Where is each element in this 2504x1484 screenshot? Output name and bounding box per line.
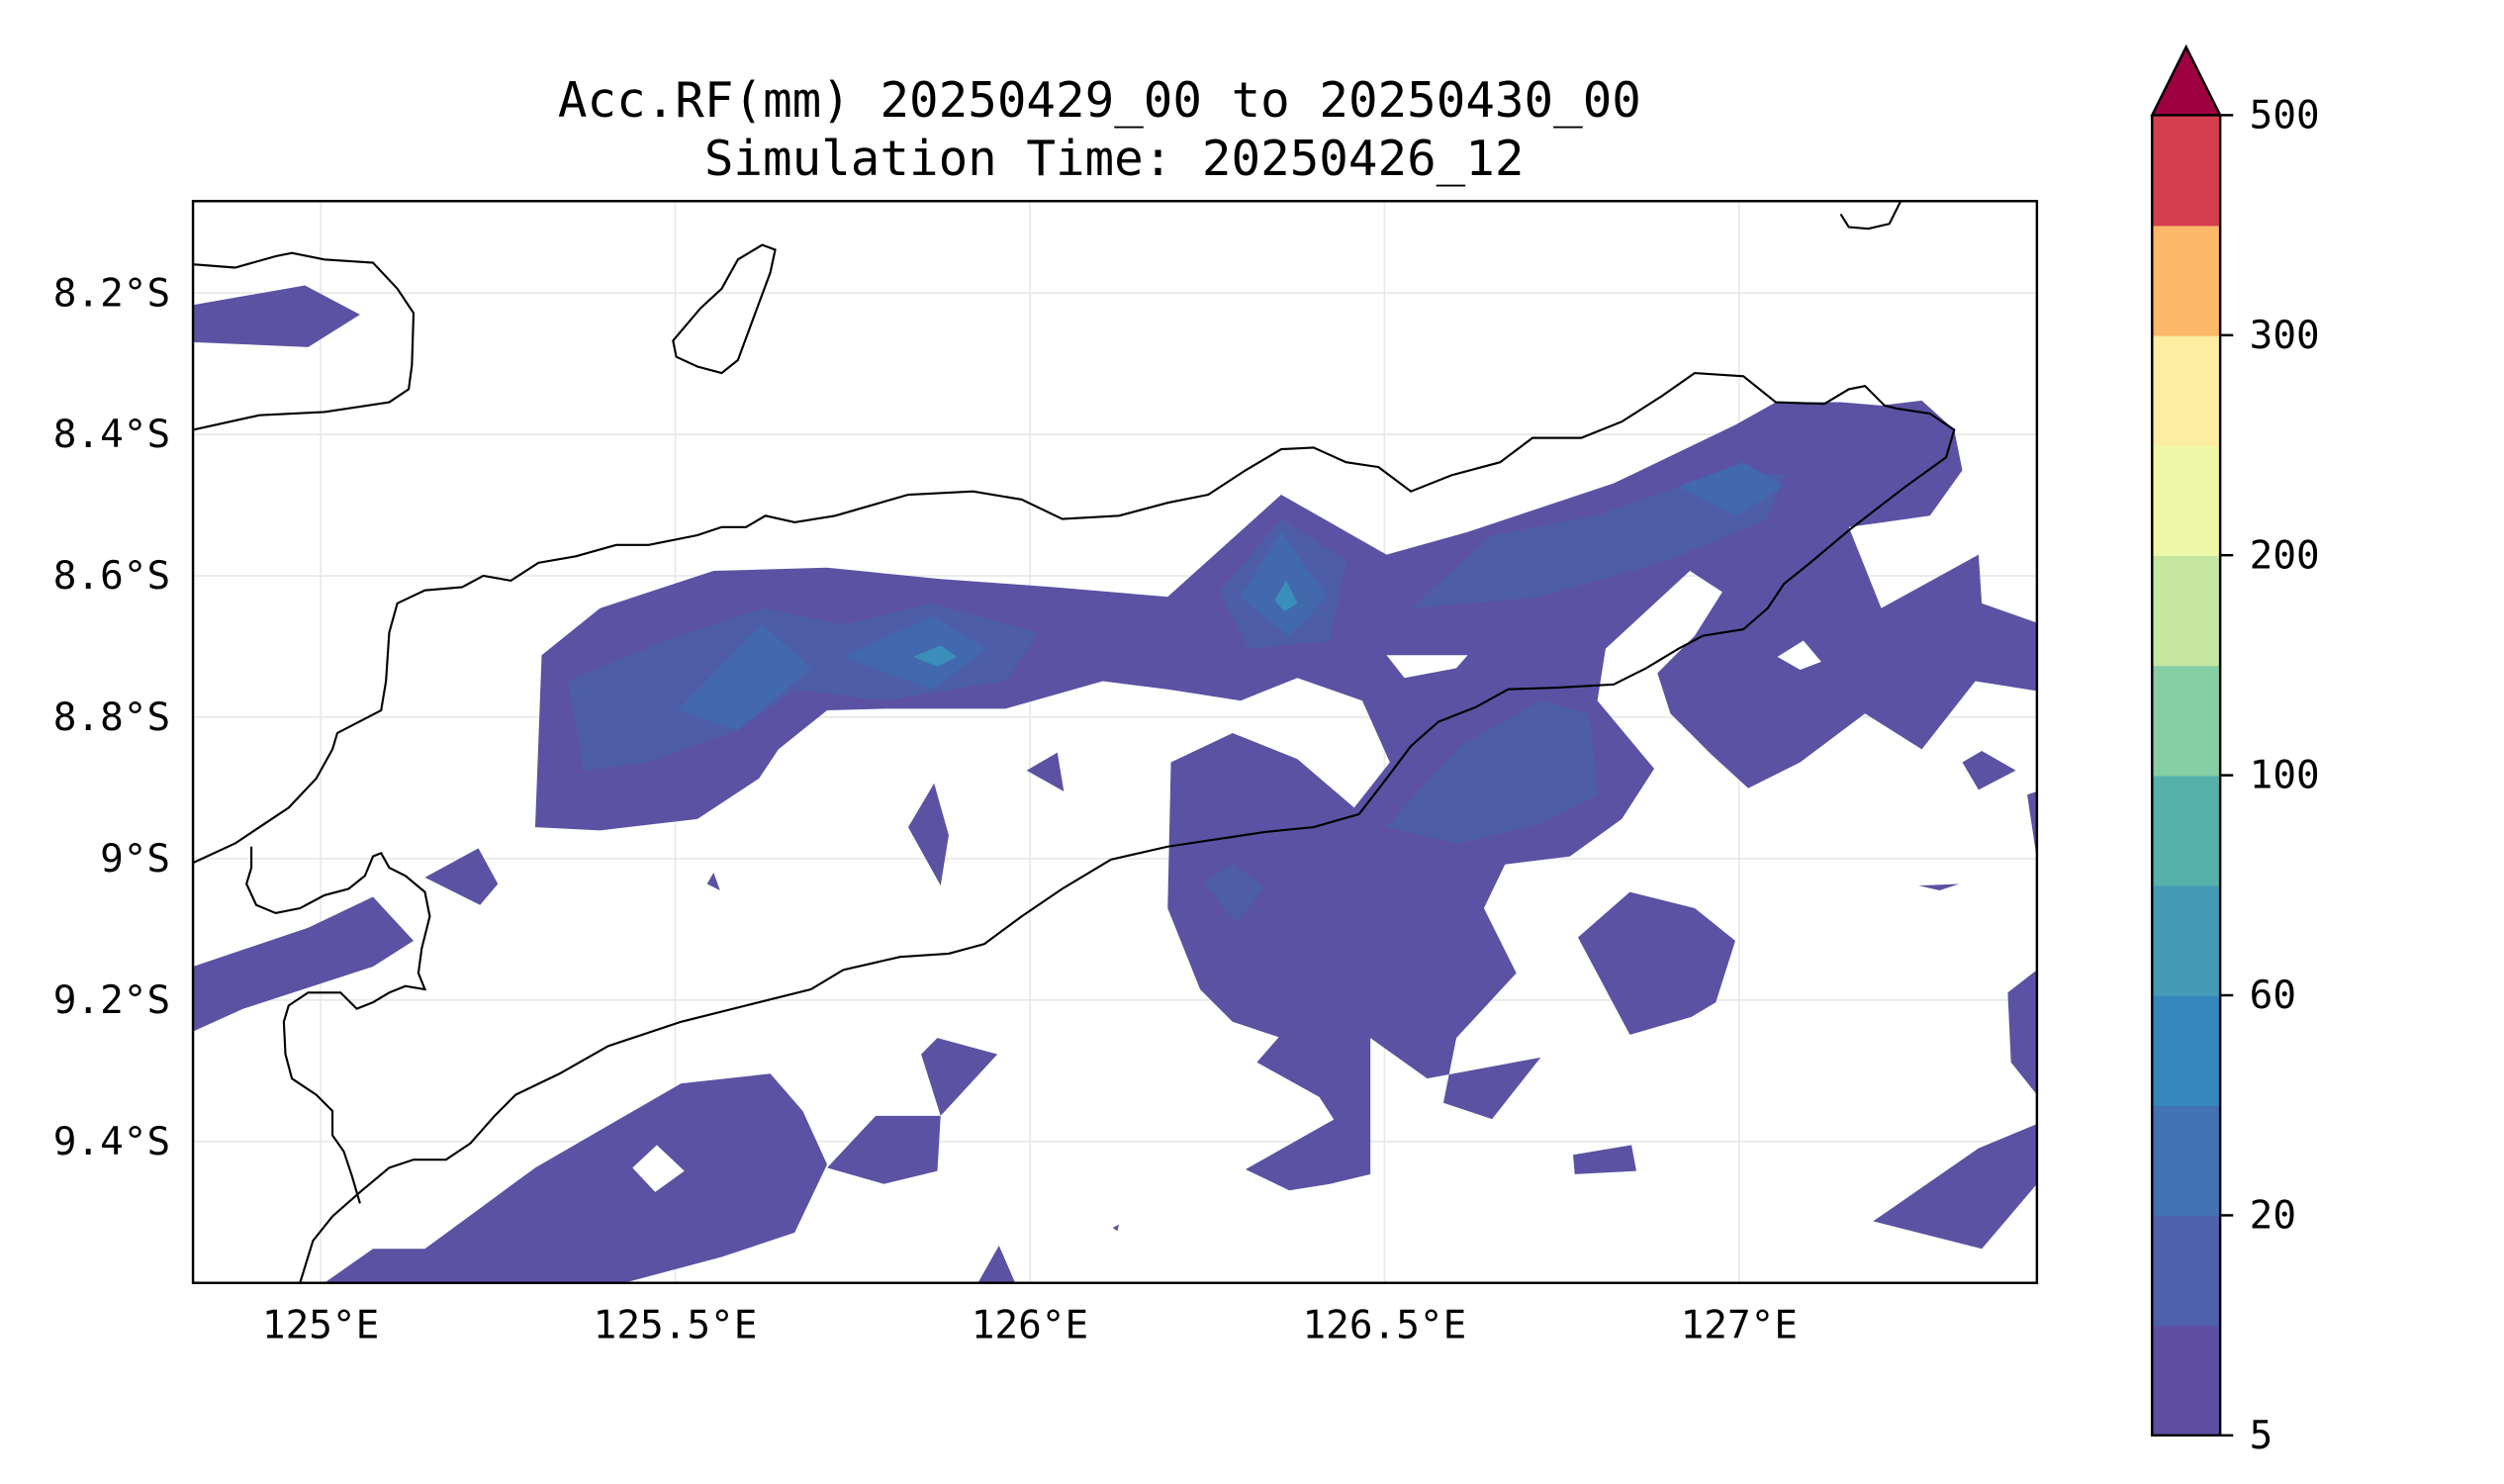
rain-contour [1962,751,2016,790]
rain-contour [706,872,720,890]
longitude-ticks: 125°E 125.5°E 126°E 126.5°E 127°E [262,1302,1798,1347]
colorbar-tick-label: 20 [2250,1193,2296,1239]
lon-tick-label: 126°E [972,1302,1088,1347]
rain-contour [534,400,2037,1144]
lat-tick-label: 8.4°S [53,412,170,457]
rain-contour [1203,863,1265,922]
rain-gap [1386,655,1468,679]
rain-contour [912,645,958,667]
rain-contour [1256,1025,1371,1120]
lon-tick-label: 125.5°E [594,1302,758,1347]
rain-contour [827,1115,941,1184]
title-line-2: Simulation Time: 20250426_12 [704,130,1525,187]
coastline-west-timor [245,846,431,1204]
lon-tick-label: 125°E [262,1302,379,1347]
rain-contour [324,1073,828,1283]
rain-contour [1918,883,1960,890]
rain-contour [1873,1124,2037,1250]
rainfall-fill-layer [193,285,2037,1283]
coastline-atauro [672,243,777,375]
map-panel: 125°E 125.5°E 126°E 126.5°E 127°E 8.2°S 8.4°S… [53,200,2039,1347]
colorbar: 5 20 60 100 200 300 500 [2150,44,2320,1458]
colorbar-segment [2152,555,2221,667]
coastlines [193,201,1956,1283]
rain-contour [1386,700,1598,844]
colorbar-segment [2152,775,2221,886]
lat-tick-label: 8.8°S [53,695,170,740]
colorbar-tick-label: 5 [2250,1413,2273,1458]
rain-gap [1777,640,1821,671]
rain-contour [977,1246,1016,1283]
lat-tick-label: 9.2°S [53,977,170,1023]
rain-contour [1573,1145,1637,1174]
rain-contour [2027,791,2037,860]
rain-contour [1577,891,1735,1035]
coastline-northern-islet [1839,201,1902,231]
latitude-ticks: 8.2°S 8.4°S 8.6°S 8.8°S 9°S 9.2°S 9.4°S [53,270,170,1164]
colorbar-tick-label: 300 [2250,313,2320,358]
lon-tick-label: 127°E [1681,1302,1798,1347]
colorbar-tick-label: 100 [2250,753,2320,798]
lon-tick-label: 126.5°E [1303,1302,1467,1347]
rain-contour [1112,1224,1120,1232]
rain-gap [632,1145,685,1192]
rain-contour [2007,970,2037,1095]
colorbar-tick-label: 60 [2250,973,2296,1018]
rain-contour [1241,531,1327,636]
rain-contour [921,1038,998,1116]
rain-contour [193,896,415,1032]
colorbar-segment [2152,1215,2221,1327]
colorbar-extend-arrow [2150,44,2223,117]
rain-contour [1411,473,1785,608]
colorbar-segment [2152,334,2221,446]
colorbar-segment [2152,1105,2221,1217]
colorbar-segment [2152,445,2221,557]
colorbar-segment [2152,665,2221,777]
title-line-1: Acc.RF(mm) 20250429_00 to 20250430_00 [558,71,1641,129]
rain-contour [1245,1112,1371,1191]
rain-contour [1274,580,1298,612]
colorbar-tick-label: 200 [2250,532,2320,578]
coastline-timor-north [193,371,1956,1283]
rain-contour [907,783,949,886]
map-frame [191,200,2039,1284]
colorbar-segment [2152,884,2221,996]
rain-contour [193,285,360,347]
lat-tick-label: 8.2°S [53,270,170,316]
colorbar-segment [2152,1325,2221,1437]
rain-contour [424,848,499,905]
colorbar-segment [2152,225,2221,336]
colorbar-tick-label: 500 [2250,93,2320,139]
coastline-wetar [193,251,416,431]
rain-contour [1678,462,1785,516]
lat-tick-label: 8.6°S [53,553,170,599]
rain-contour [1026,752,1065,791]
colorbar-segment [2152,995,2221,1107]
lat-tick-label: 9.4°S [53,1119,170,1164]
rain-contour [843,615,986,690]
lat-tick-label: 9°S [100,836,170,881]
rain-contour [678,624,811,730]
colorbar-segment [2152,115,2221,227]
